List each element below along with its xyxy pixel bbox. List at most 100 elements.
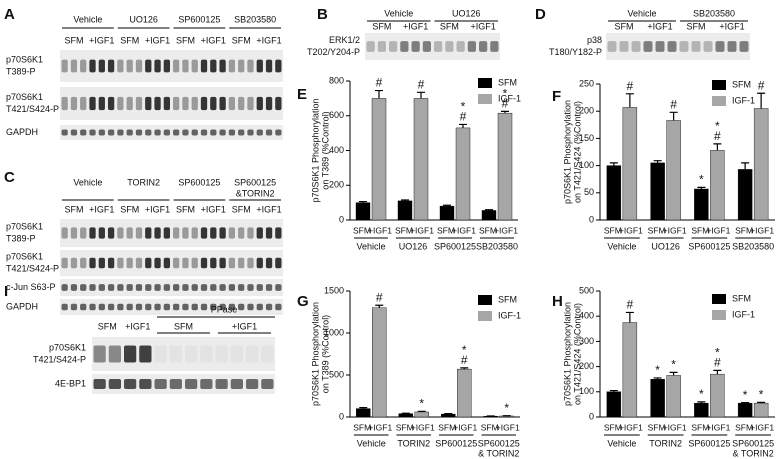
blot-band <box>61 59 68 73</box>
significance-marker: # <box>461 353 468 367</box>
y-axis-label: p70S6K1 Phosphorylation <box>310 98 320 202</box>
blot-band <box>98 96 105 111</box>
blot-band <box>210 129 217 136</box>
bar <box>694 402 709 418</box>
significance-marker: * <box>715 346 720 360</box>
blot-band <box>182 257 189 269</box>
error-bar <box>375 304 384 308</box>
error-bar <box>359 200 367 203</box>
blot-band <box>210 303 217 311</box>
lane-label: +IGF1 <box>145 35 170 45</box>
blot-band <box>256 96 263 111</box>
group-label: SFM <box>604 422 622 432</box>
error-bar <box>625 93 634 108</box>
blot-band <box>135 284 143 291</box>
blot-band <box>275 303 282 311</box>
blot-band <box>80 227 87 239</box>
lane-label: +IGF1 <box>470 21 495 31</box>
y-tick-label: 250 <box>579 78 594 88</box>
group-label: +IGF1 <box>706 422 730 432</box>
blot-band <box>154 257 161 269</box>
bar <box>666 375 681 418</box>
blot-band <box>89 257 96 269</box>
group-label: +IGF1 <box>453 422 477 432</box>
blot-band <box>238 96 245 111</box>
legend-label: SFM <box>498 77 517 87</box>
row-label: T421/S424-P <box>6 263 59 273</box>
group-label: SFM <box>648 422 666 432</box>
blot-band <box>265 257 273 269</box>
blot-band <box>108 345 121 363</box>
blot-band <box>154 59 161 73</box>
blot-strip <box>60 50 283 82</box>
blot-band <box>191 96 198 111</box>
significance-marker: * <box>671 358 676 372</box>
legend-swatch <box>712 294 726 304</box>
y-tick-label: 0 <box>589 214 594 224</box>
group-label: +IGF1 <box>750 225 774 235</box>
blot-band <box>135 59 143 73</box>
row-label: T180/Y182-P <box>549 47 602 57</box>
error-bar <box>757 92 766 109</box>
group-label: +IGF1 <box>619 422 643 432</box>
blot-band <box>135 257 143 269</box>
lane-label: +IGF1 <box>232 321 257 331</box>
blot-band <box>135 227 143 239</box>
lane-label: +IGF1 <box>403 21 428 31</box>
panel-letter: D <box>535 6 546 23</box>
column-header: Vehicle <box>384 8 413 18</box>
blot-band <box>230 379 243 389</box>
blot-strip <box>606 33 750 60</box>
blot-band <box>247 284 254 291</box>
blot-band <box>200 227 208 239</box>
y-axis-label: on T389 (%Control) <box>320 111 330 189</box>
bar <box>694 188 709 221</box>
blot-band <box>117 303 124 311</box>
blot-band <box>145 257 152 269</box>
legend-swatch <box>478 78 492 88</box>
blot-band <box>200 96 208 111</box>
blot-band <box>715 41 725 52</box>
blot-band <box>191 59 198 73</box>
group-label: SFM <box>691 225 709 235</box>
lane-label: SFM <box>615 21 634 31</box>
x-tick-label: SP600125 <box>435 438 477 448</box>
bar <box>497 112 513 221</box>
blot-band <box>163 284 170 291</box>
group-label: SFM <box>395 225 413 235</box>
group-label: +IGF1 <box>619 225 643 235</box>
blot-band <box>228 59 236 73</box>
blot-band <box>135 129 143 136</box>
x-tick-label: TORIN2 <box>649 438 682 448</box>
bar <box>753 402 769 418</box>
group-label: SFM <box>604 225 622 235</box>
blot-band <box>154 284 161 291</box>
blot-band <box>80 303 87 311</box>
blot-band <box>182 129 189 136</box>
bar <box>439 205 455 221</box>
y-tick-label: 50 <box>584 187 594 197</box>
blot-band <box>61 284 68 291</box>
blot-band <box>98 284 105 291</box>
blot-band <box>200 59 208 73</box>
error-bar <box>417 91 425 99</box>
group-label: SFM <box>648 225 666 235</box>
blot-band <box>80 284 87 291</box>
blot-band <box>247 96 254 111</box>
blot-band <box>191 227 198 239</box>
blot-band <box>200 379 213 389</box>
y-tick-label: 300 <box>579 336 594 346</box>
significance-marker: # <box>502 97 509 111</box>
group-label: SFM <box>691 422 709 432</box>
error-bar <box>443 204 451 207</box>
bar <box>455 127 471 221</box>
lane-label: SFM <box>98 321 117 331</box>
column-header: SB203580 <box>693 8 735 18</box>
blot-band <box>145 284 152 291</box>
group-label: +IGF1 <box>410 225 434 235</box>
significance-marker: * <box>699 387 704 401</box>
error-bar <box>697 401 706 404</box>
blot-band <box>185 345 198 363</box>
x-tick-label: TORIN2 <box>397 438 430 448</box>
blot-band <box>80 257 87 269</box>
